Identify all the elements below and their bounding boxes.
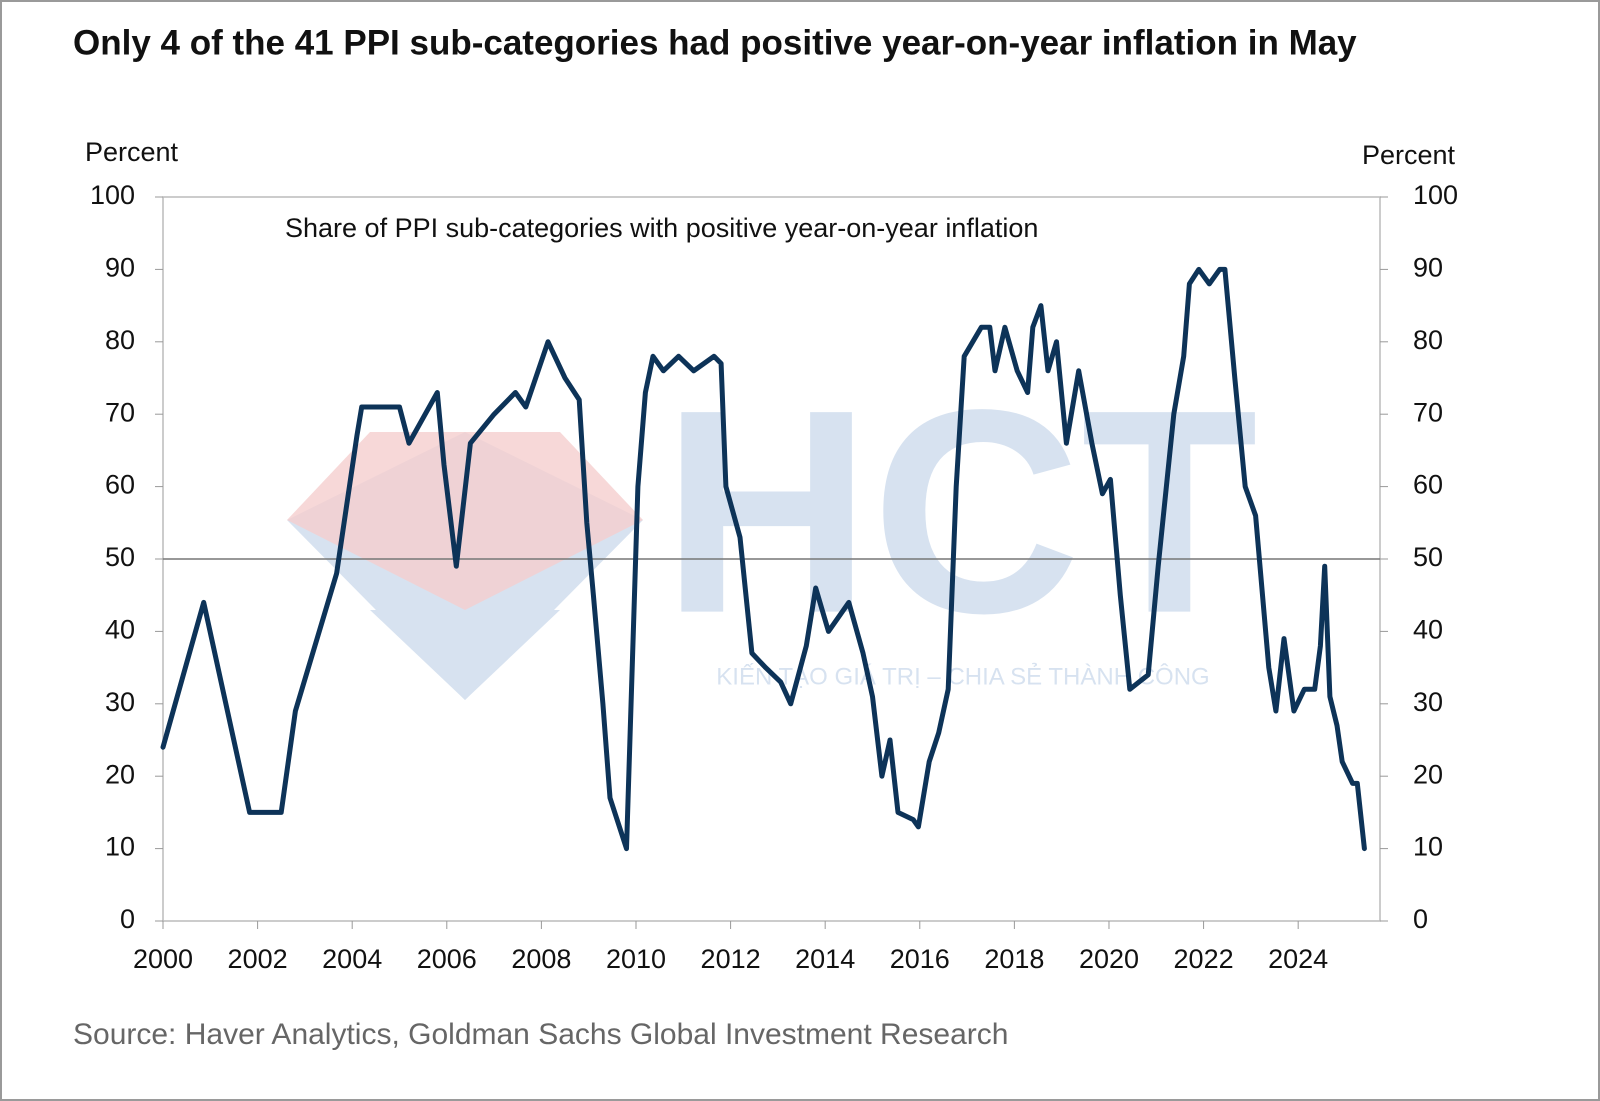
x-tick-label: 2000 [133,944,193,974]
y2-tick-label: 30 [1413,687,1443,717]
y-tick-label: 50 [105,542,135,572]
y2-tick-label: 50 [1413,542,1443,572]
y-tick-label: 60 [105,470,135,500]
x-tick-label: 2022 [1174,944,1234,974]
watermark-diamond [287,432,643,700]
watermark-diamond [287,432,643,610]
x-tick-label: 2018 [984,944,1044,974]
y2-tick-label: 70 [1413,397,1443,427]
x-tick-label: 2010 [606,944,666,974]
x-tick-label: 2014 [795,944,855,974]
y-tick-label: 40 [105,615,135,645]
x-tick-label: 2016 [890,944,950,974]
x-tick-label: 2004 [322,944,382,974]
y2-tick-label: 0 [1413,904,1428,934]
y2-tick-label: 80 [1413,325,1443,355]
y-tick-label: 90 [105,253,135,283]
y-axis-label: Percent [85,137,179,167]
x-tick-label: 2006 [417,944,477,974]
chart-title: Only 4 of the 41 PPI sub-categories had … [73,23,1357,62]
annotation: Share of PPI sub-categories with positiv… [285,213,1038,243]
y-tick-label: 70 [105,397,135,427]
y2-tick-label: 20 [1413,759,1443,789]
y-tick-label: 10 [105,832,135,862]
y2-tick-label: 10 [1413,832,1443,862]
y2-axis-label: Percent [1362,140,1456,170]
x-tick-label: 2002 [228,944,288,974]
y2-tick-label: 90 [1413,253,1443,283]
source: Source: Haver Analytics, Goldman Sachs G… [73,1018,1008,1051]
y-tick-label: 0 [120,904,135,934]
y2-tick-label: 100 [1413,180,1458,210]
y-tick-label: 20 [105,759,135,789]
data-line [160,266,1367,852]
y2-tick-label: 60 [1413,470,1443,500]
x-tick-label: 2024 [1268,944,1328,974]
y-tick-label: 80 [105,325,135,355]
x-tick-label: 2012 [701,944,761,974]
x-tick-label: 2008 [511,944,571,974]
watermark-diamond [370,610,560,700]
x-tick-label: 2020 [1079,944,1139,974]
y-tick-label: 30 [105,687,135,717]
y2-tick-label: 40 [1413,615,1443,645]
y-tick-label: 100 [90,180,135,210]
